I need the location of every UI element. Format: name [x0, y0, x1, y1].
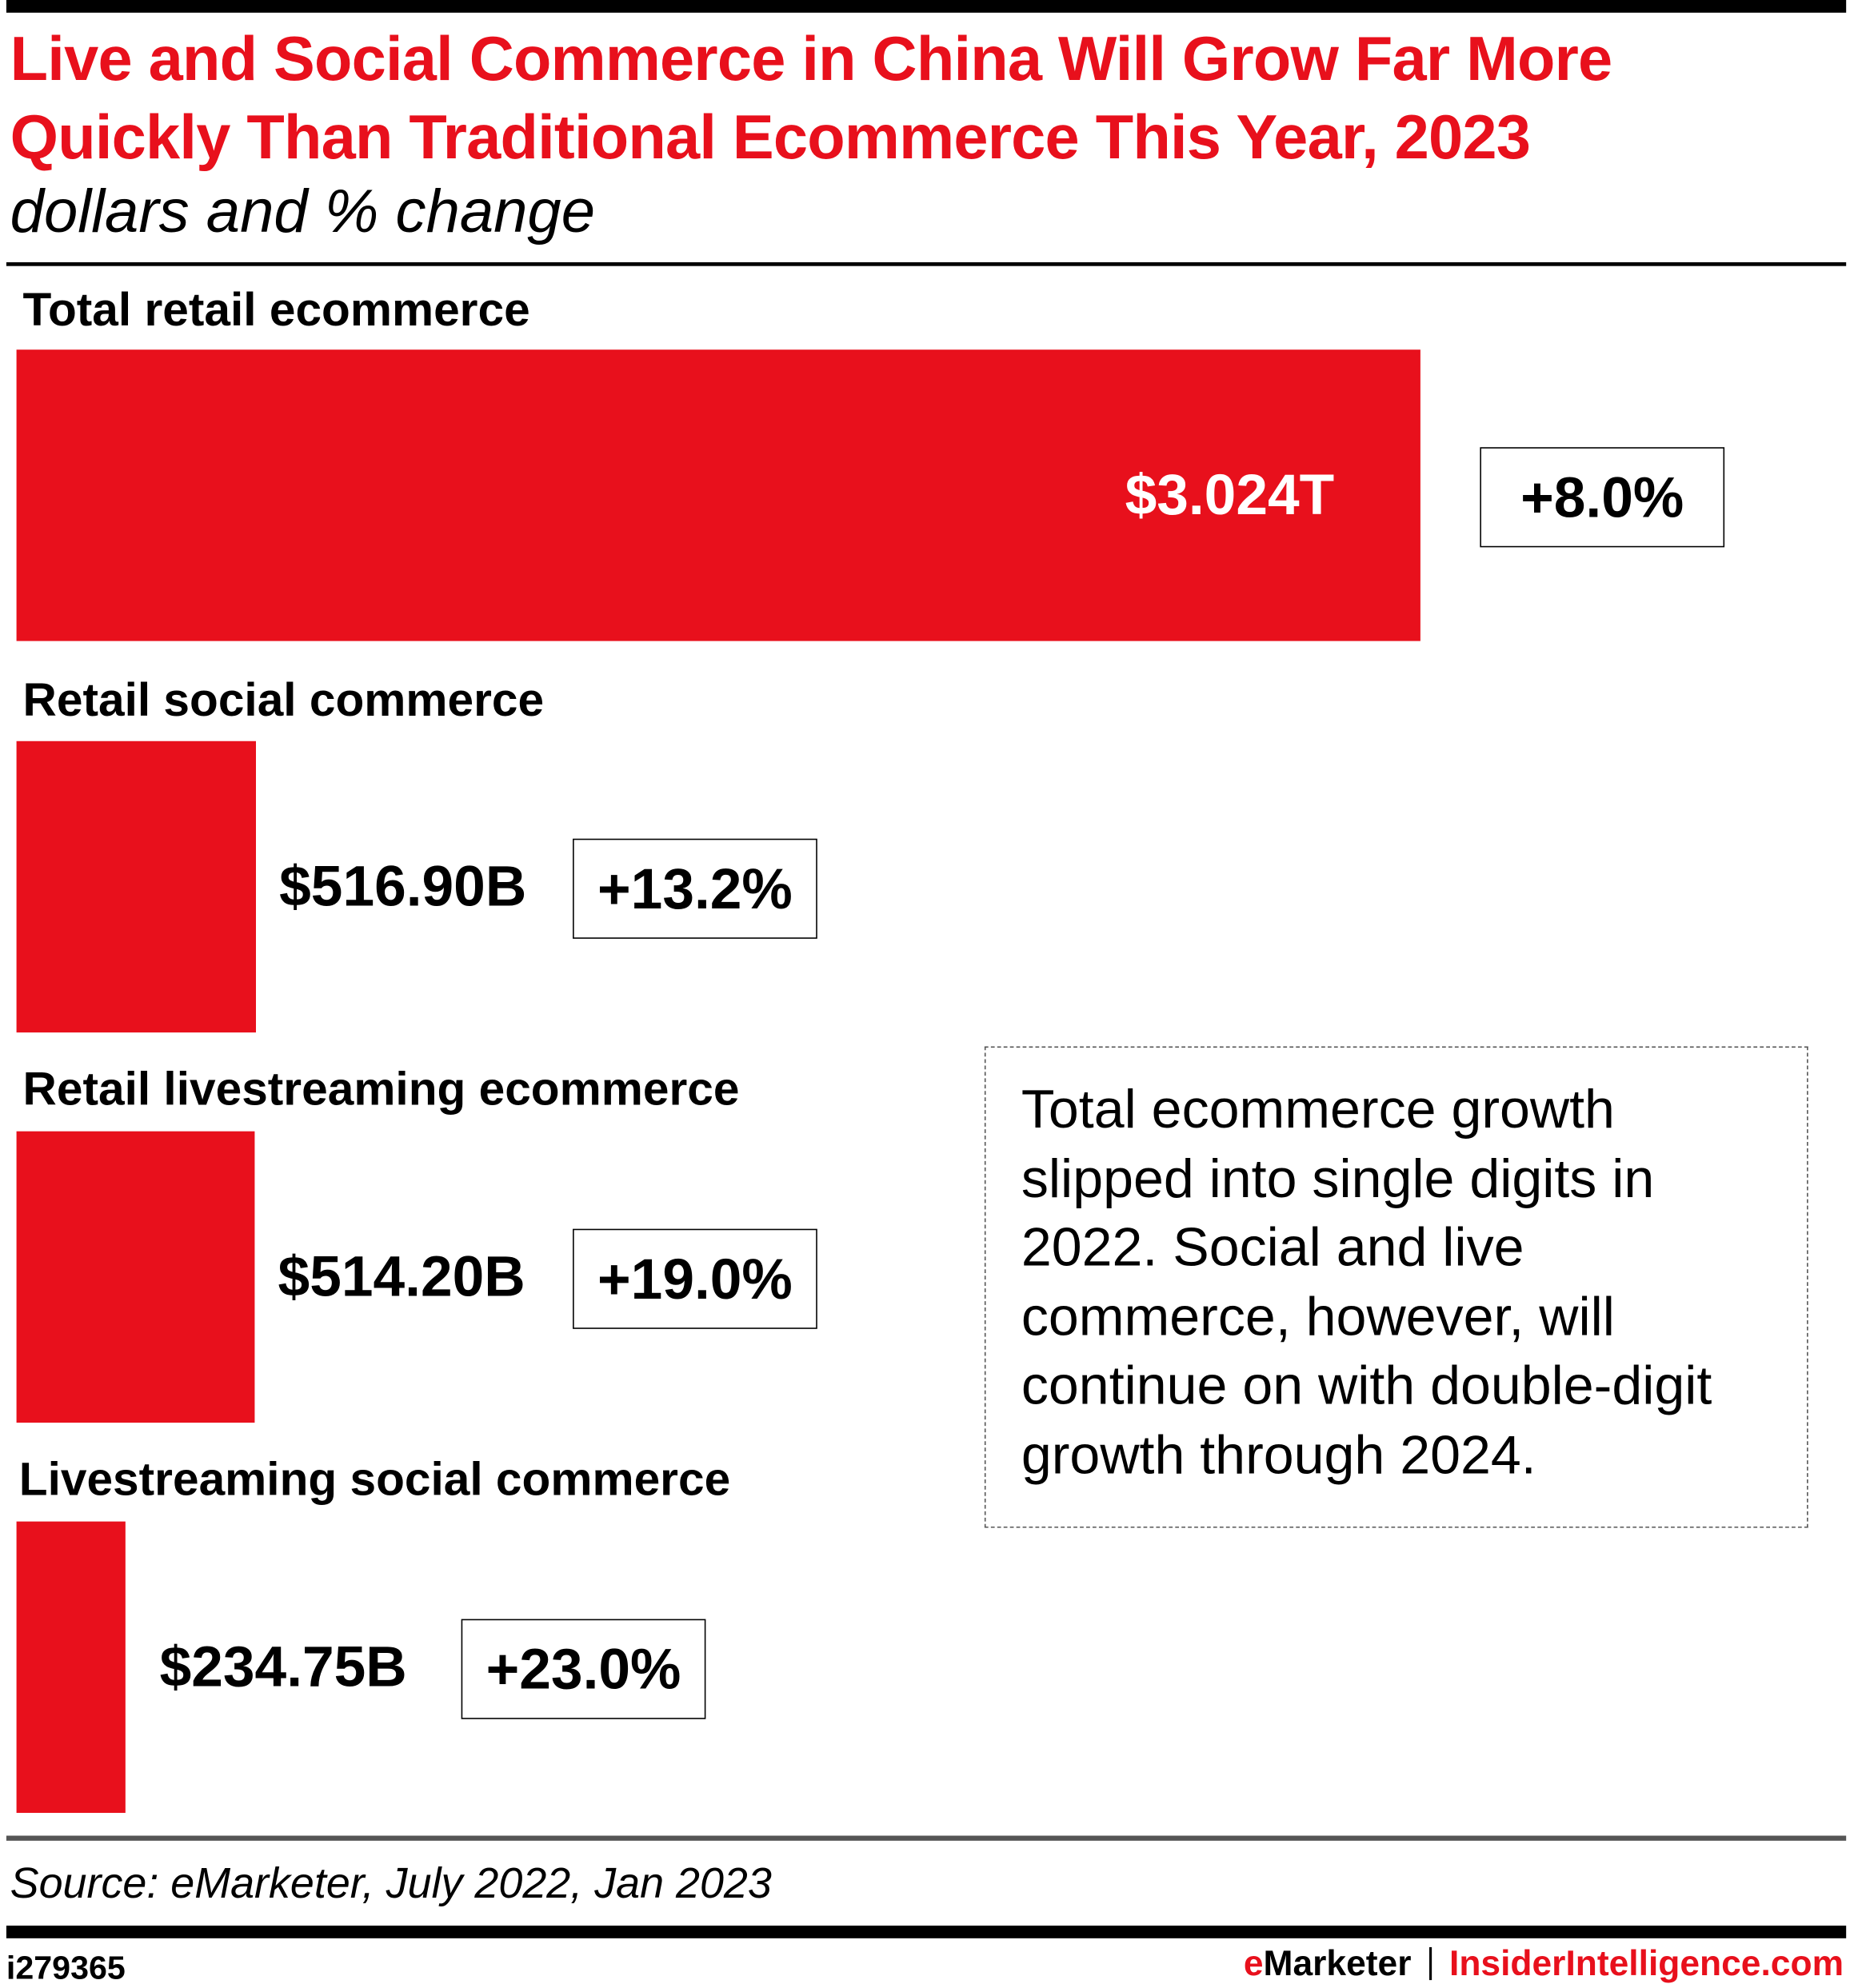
- brand-separator: [1428, 1946, 1432, 1981]
- bar: [16, 349, 1420, 641]
- category-label: Retail livestreaming ecommerce: [22, 1063, 740, 1116]
- divider: [6, 1835, 1847, 1841]
- source-text: Source: eMarketer, July 2022, Jan 2023: [10, 1859, 772, 1908]
- category-label: Total retail ecommerce: [22, 283, 530, 336]
- pct-change-badge: +8.0%: [1480, 447, 1725, 548]
- brand-e: e: [1243, 1943, 1264, 1983]
- brand-site: InsiderIntelligence.com: [1449, 1943, 1844, 1983]
- chart-id: i279365: [6, 1948, 126, 1987]
- chart-title: Live and Social Commerce in China Will G…: [10, 25, 1613, 173]
- value-label: $514.20B: [278, 1243, 525, 1309]
- value-label: $3.024T: [1125, 462, 1335, 528]
- divider: [6, 261, 1847, 266]
- bar: [16, 1131, 256, 1423]
- category-label: Livestreaming social commerce: [18, 1453, 731, 1506]
- annotation-note: Total ecommerce growth slipped into sing…: [984, 1046, 1808, 1528]
- value-label: $516.90B: [279, 853, 527, 919]
- pct-change-badge: +13.2%: [573, 838, 817, 939]
- bottom-bar: [6, 1925, 1847, 1938]
- category-label: Retail social commerce: [22, 673, 545, 726]
- brand-logo: eMarketer InsiderIntelligence.com: [1244, 1943, 1844, 1984]
- brand-name: Marketer: [1263, 1943, 1412, 1983]
- pct-change-badge: +23.0%: [461, 1619, 706, 1719]
- chart-subtitle: dollars and % change: [10, 178, 596, 246]
- top-bar: [6, 0, 1847, 13]
- value-label: $234.75B: [159, 1634, 407, 1699]
- pct-change-badge: +19.0%: [573, 1228, 817, 1329]
- bar: [16, 741, 257, 1033]
- bar: [16, 1521, 126, 1813]
